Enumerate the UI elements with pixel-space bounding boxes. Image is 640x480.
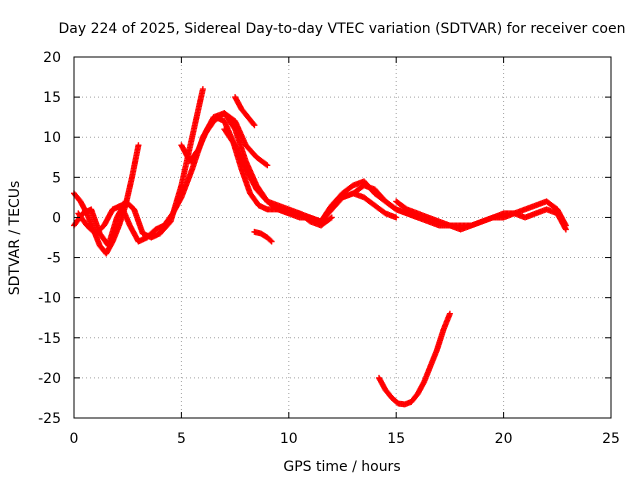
y-tick-label-7: 10 <box>43 130 61 146</box>
x-tick-label-5: 25 <box>602 431 620 447</box>
series-track-11 <box>376 311 453 408</box>
x-tick-label-3: 15 <box>387 431 405 447</box>
y-tick-label-6: 5 <box>52 170 61 186</box>
x-axis-title: GPS time / hours <box>283 459 400 475</box>
x-tick-label-2: 10 <box>280 431 298 447</box>
series-track-7 <box>221 126 399 224</box>
chart: Day 224 of 2025, Sidereal Day-to-day VTE… <box>0 0 640 480</box>
chart-title: Day 224 of 2025, Sidereal Day-to-day VTE… <box>59 21 626 37</box>
axis-ticks: 0 5 10 15 20 25 -25 -20 -15 -10 -5 0 5 10 15 20 <box>38 50 620 447</box>
y-tick-label-9: 20 <box>43 50 61 66</box>
series-track-6 <box>178 114 420 224</box>
x-tick-label-0: 0 <box>70 431 79 447</box>
y-tick-label-2: -15 <box>38 331 61 347</box>
y-tick-label-5: 0 <box>52 210 61 226</box>
y-axis-title: SDTVAR / TECUs <box>7 181 23 296</box>
x-tick-label-4: 20 <box>495 431 513 447</box>
y-tick-label-3: -10 <box>38 291 61 307</box>
y-tick-label-1: -20 <box>38 371 61 387</box>
y-tick-label-4: -5 <box>47 251 61 267</box>
y-tick-label-8: 15 <box>43 90 61 106</box>
y-tick-label-0: -25 <box>38 411 61 427</box>
x-tick-label-1: 5 <box>177 431 186 447</box>
data-series <box>71 86 569 407</box>
series-track-8 <box>251 229 274 245</box>
